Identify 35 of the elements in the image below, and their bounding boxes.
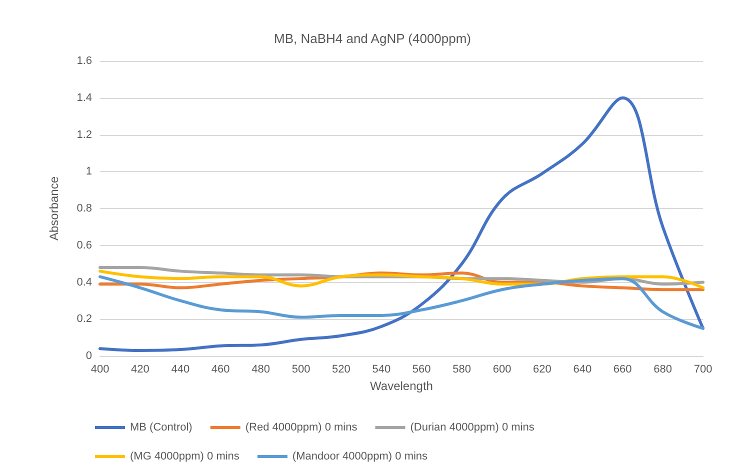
x-tick-label: 500 [292,364,310,376]
x-tick-label: 480 [252,364,270,376]
x-tick-label: 560 [412,364,431,376]
legend-label: (MG 4000ppm) 0 mins [130,450,240,462]
x-tick-label: 660 [613,364,632,376]
legend-label: (Red 4000ppm) 0 mins [245,422,358,434]
legend-label: (Durian 4000ppm) 0 mins [410,422,535,434]
line-series [98,96,704,352]
y-tick-label: 0.8 [76,202,92,214]
x-tick-label: 580 [452,364,471,376]
chart-title: MB, NaBH4 and AgNP (4000ppm) [274,31,472,46]
y-tick-label: 0.4 [76,276,92,288]
y-tick-label: 1.4 [76,92,92,104]
x-tick-label: 620 [533,364,552,376]
x-axis-title: Wavelength [370,379,433,393]
x-tick-label: 540 [372,364,391,376]
x-tick-label: 640 [573,364,592,376]
line-series [98,275,704,330]
y-tick-label: 0 [86,350,92,362]
x-tick-label: 460 [211,364,230,376]
legend-label: MB (Control) [130,422,192,434]
x-tick-label: 680 [654,364,672,376]
y-tick-label: 0.2 [76,313,92,326]
y-axis-title: Absorbance [47,176,61,241]
x-tick-label: 520 [332,364,350,376]
y-tick-label: 1 [86,166,92,178]
x-tick-label: 420 [131,364,150,376]
y-tick-label: 1.2 [76,128,92,141]
legend-label: (Mandoor 4000ppm) 0 mins [292,450,428,462]
y-tick-label: 0.6 [76,239,92,252]
x-tick-label: 440 [171,364,190,376]
x-tick-label: 600 [492,364,512,376]
y-tick-label: 1.6 [76,55,92,67]
x-tick-label: 400 [90,364,110,376]
x-tick-label: 700 [694,364,712,376]
